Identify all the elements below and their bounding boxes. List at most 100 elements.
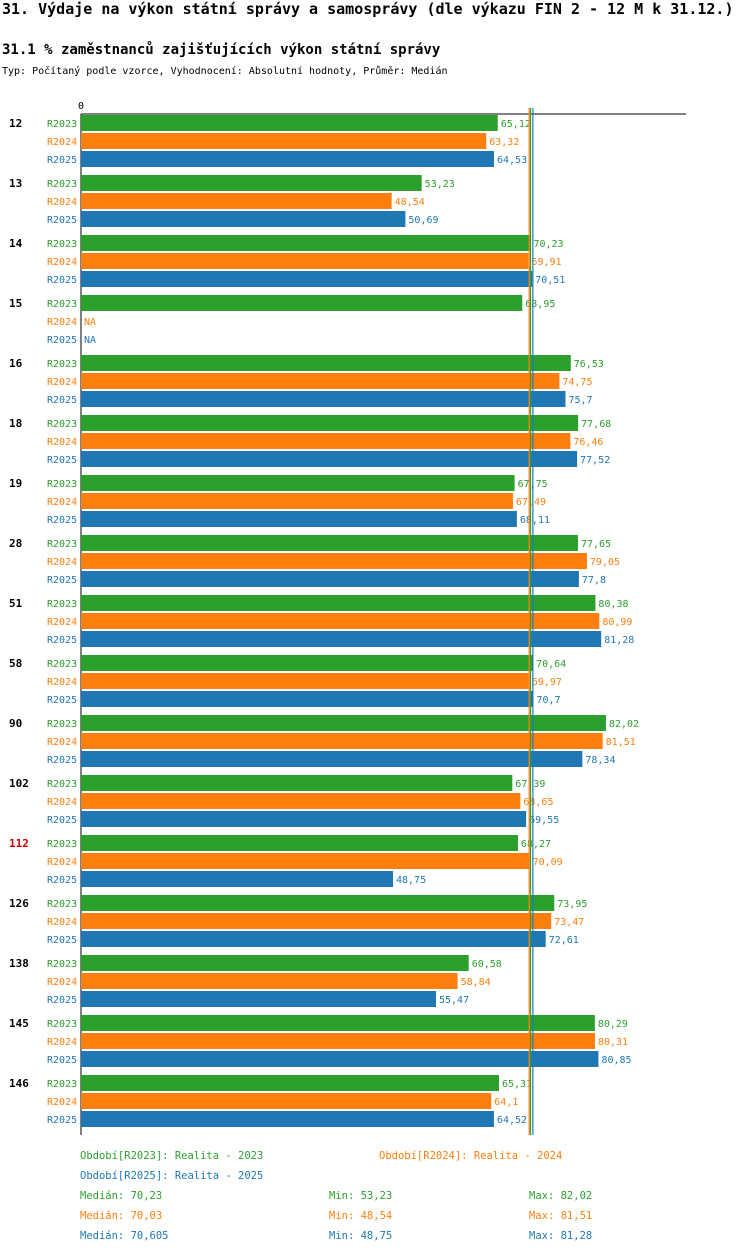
bar: [81, 793, 521, 809]
bar: [81, 673, 529, 689]
series-label: R2024: [47, 737, 77, 748]
data-label: 77,68: [581, 419, 611, 430]
data-label: 70,23: [533, 239, 563, 250]
chart-title: 31. Výdaje na výkon státní správy a samo…: [2, 0, 734, 18]
legend-period-r2025: Období[R2025]: Realita - 2025: [80, 1170, 264, 1182]
series-label: R2024: [47, 377, 77, 388]
bar: [81, 973, 458, 989]
category-label: 126: [9, 897, 29, 910]
bar: [81, 715, 606, 731]
bar: [81, 751, 583, 767]
data-label: 75,7: [568, 395, 592, 406]
category-label: 112: [9, 837, 29, 850]
data-label: 77,65: [581, 539, 611, 550]
series-label: R2025: [47, 695, 77, 706]
data-label: 68,65: [523, 797, 553, 808]
bar: [81, 235, 531, 251]
category-label: 51: [9, 597, 23, 610]
legend-median-r2025: Medián: 70,605: [80, 1230, 169, 1242]
legend-period-r2023: Období[R2023]: Realita - 2023: [80, 1150, 264, 1162]
data-label: 58,84: [461, 977, 491, 988]
series-label: R2023: [47, 779, 77, 790]
category-label: 28: [9, 537, 22, 550]
series-label: R2023: [47, 419, 77, 430]
series-label: R2024: [47, 137, 77, 148]
series-label: R2023: [47, 179, 77, 190]
data-label: 80,99: [602, 617, 632, 628]
series-label: R2023: [47, 659, 77, 670]
bar: [81, 955, 469, 971]
category-label: 12: [9, 117, 22, 130]
series-label: R2025: [47, 1115, 77, 1126]
category-label: 138: [9, 957, 29, 970]
data-label: 80,85: [601, 1055, 631, 1066]
series-label: R2024: [47, 437, 77, 448]
bar: [81, 913, 552, 929]
bar: [81, 433, 571, 449]
bar: [81, 1051, 599, 1067]
legend-max-r2023: Max: 82,02: [529, 1190, 593, 1202]
data-label: 77,8: [582, 575, 606, 586]
legend-min-r2024: Min: 48,54: [329, 1210, 393, 1222]
series-label: R2025: [47, 635, 77, 646]
data-label: 60,58: [472, 959, 502, 970]
bar: [81, 853, 530, 869]
data-label: 63,32: [489, 137, 519, 148]
bar: [81, 133, 487, 149]
bar: [81, 631, 602, 647]
series-label: R2024: [47, 917, 77, 928]
legend-min-r2023: Min: 53,23: [329, 1190, 393, 1202]
series-label: R2024: [47, 1037, 77, 1048]
data-label: NA: [84, 335, 96, 346]
data-label: 50,69: [408, 215, 438, 226]
series-label: R2023: [47, 959, 77, 970]
series-label: R2023: [47, 1019, 77, 1030]
data-label: 80,29: [598, 1019, 628, 1030]
bar: [81, 451, 578, 467]
legend-max-r2024: Max: 81,51: [529, 1210, 593, 1222]
bar: [81, 253, 529, 269]
series-label: R2023: [47, 719, 77, 730]
series-label: R2025: [47, 575, 77, 586]
bar: [81, 613, 600, 629]
bar: [81, 415, 579, 431]
bar: [81, 391, 566, 407]
category-label: 19: [9, 477, 22, 490]
bar: [81, 373, 560, 389]
series-label: R2024: [47, 257, 77, 268]
series-label: R2025: [47, 155, 77, 166]
bar: [81, 871, 393, 887]
chart-subtitle: 31.1 % zaměstnanců zajišťujících výkon s…: [2, 42, 441, 58]
series-label: R2025: [47, 395, 77, 406]
series-label: R2023: [47, 539, 77, 550]
data-label: 80,38: [598, 599, 628, 610]
bar: [81, 595, 596, 611]
bar: [81, 1111, 494, 1127]
series-label: R2024: [47, 797, 77, 808]
series-label: R2025: [47, 515, 77, 526]
data-label: 68,11: [520, 515, 550, 526]
bar: [81, 295, 523, 311]
data-label: 80,31: [598, 1037, 628, 1048]
category-label: 15: [9, 297, 22, 310]
series-label: R2024: [47, 617, 77, 628]
data-label: 48,54: [395, 197, 425, 208]
bar: [81, 1033, 595, 1049]
series-label: R2024: [47, 197, 77, 208]
data-label: 76,46: [573, 437, 603, 448]
legend-max-r2025: Max: 81,28: [529, 1230, 593, 1242]
data-label: 68,95: [525, 299, 555, 310]
category-label: 14: [9, 237, 23, 250]
series-label: R2024: [47, 857, 77, 868]
legend-median-r2024: Medián: 70,03: [80, 1210, 163, 1222]
data-label: 73,95: [557, 899, 587, 910]
bar: [81, 1075, 499, 1091]
bar-chart: 0 12 R2023 65,12 R2024 63,32 R2025 64,53 13 R2023…: [9, 101, 686, 1135]
category-label: 13: [9, 177, 22, 190]
data-label: 81,51: [606, 737, 636, 748]
bar: [81, 151, 494, 167]
bar: [81, 511, 517, 527]
data-label: 76,53: [574, 359, 604, 370]
bar: [81, 733, 603, 749]
data-label: 69,91: [531, 257, 561, 268]
